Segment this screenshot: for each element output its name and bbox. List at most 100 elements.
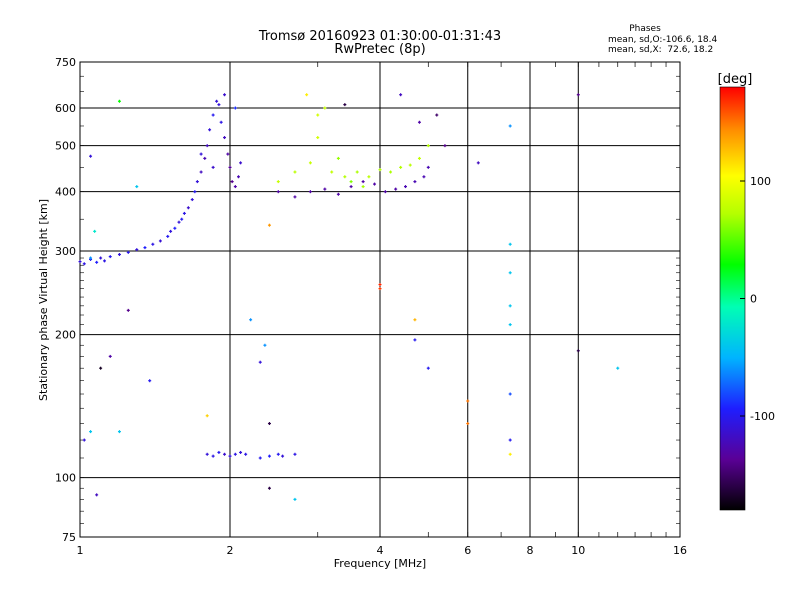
data-point [323,106,327,110]
data-point [244,452,248,456]
data-point [108,255,112,259]
data-point [293,195,297,199]
y-axis-label: Stationary phase Virtual Height [km] [37,199,50,401]
data-point [258,456,262,460]
data-point [426,165,430,169]
data-point [263,343,267,347]
y-tick-label: 75 [62,531,76,544]
y-tick-label: 400 [55,186,76,199]
y-tick-label: 750 [55,56,76,69]
data-point [89,154,93,158]
chart-title: Tromsø 20160923 01:30:00-01:31:43 [258,29,501,44]
data-point [173,226,177,230]
data-point [355,170,359,174]
data-point [117,99,121,103]
data-point [508,392,512,396]
data-point [228,454,232,458]
data-point [211,165,215,169]
data-point [233,185,237,189]
data-point [177,220,181,224]
data-point [236,175,240,179]
data-point [508,271,512,275]
data-point [330,170,334,174]
data-point [223,136,227,140]
data-point [422,175,426,179]
data-point [82,262,86,266]
data-point [95,260,99,264]
data-point [143,246,147,250]
y-tick-label: 200 [55,329,76,342]
data-point [211,113,215,117]
stats-heading: Phases [629,24,661,34]
y-tick-labels: 75 100 200 300 400 500 600 750 [55,56,76,544]
data-point [126,250,130,254]
data-point [182,211,186,215]
data-point [293,497,297,501]
data-point [426,144,430,148]
y-tick-label: 600 [55,102,76,115]
data-point [276,190,280,194]
data-point [217,450,221,454]
data-point [199,152,203,156]
data-point [443,144,447,148]
data-point [99,256,103,260]
data-point [373,182,377,186]
x-tick-label: 4 [377,544,384,557]
data-point [215,99,219,103]
data-point [343,175,347,179]
data-point [223,452,227,456]
data-point [399,93,403,97]
data-point [343,103,347,107]
x-tick-label: 10 [571,544,585,557]
data-point [508,438,512,442]
data-point [99,366,103,370]
data-point [508,242,512,246]
data-point [276,180,280,184]
data-point [199,170,203,174]
data-point [336,192,340,196]
x-tick-label: 8 [527,544,534,557]
data-point [239,450,243,454]
data-point [378,168,382,172]
data-point [158,239,162,243]
data-point [205,452,209,456]
data-point [205,414,209,418]
data-point [169,229,173,233]
plot-frame [79,61,681,538]
data-point [267,486,271,490]
stats-x-mode: mean, sd,X: 72.6, 18.2 [608,45,713,55]
data-point [323,187,327,191]
data-point [349,185,353,189]
grid-lines [80,62,680,537]
data-point [135,185,139,189]
data-point [349,180,353,184]
data-point [135,248,139,252]
data-point [413,180,417,184]
data-point [276,452,280,456]
data-point [413,338,417,342]
data-point [166,234,170,238]
y-tick-label: 100 [55,472,76,485]
data-point [148,379,152,383]
data-point [95,493,99,497]
colorbar-label: [deg] [718,72,753,87]
data-point [336,156,340,160]
data-point [126,308,130,312]
x-tick-label: 2 [227,544,234,557]
data-point [316,113,320,117]
data-point [186,206,190,210]
data-point [417,120,421,124]
data-point [305,93,309,97]
data-point [223,93,227,97]
chart-subtitle: RwPretec (8p) [334,42,425,57]
data-point [417,156,421,160]
data-point [308,190,312,194]
data-point [383,190,387,194]
data-point [293,170,297,174]
data-point [217,103,221,107]
data-point [233,106,237,110]
data-point [476,161,480,165]
data-point [89,256,93,260]
colorbar-tick-label: 100 [750,175,771,188]
data-point [408,163,412,167]
